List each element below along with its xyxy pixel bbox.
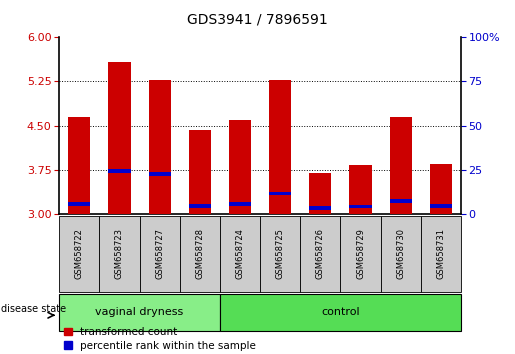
Text: GSM658728: GSM658728 — [195, 228, 204, 280]
Text: GSM658723: GSM658723 — [115, 228, 124, 280]
Bar — [430, 204, 452, 208]
Text: GSM658727: GSM658727 — [155, 228, 164, 280]
Bar — [229, 202, 251, 206]
Text: vaginal dryness: vaginal dryness — [95, 307, 184, 318]
Bar — [350, 165, 371, 214]
Text: GDS3941 / 7896591: GDS3941 / 7896591 — [187, 12, 328, 27]
Legend: transformed count, percentile rank within the sample: transformed count, percentile rank withi… — [64, 327, 256, 350]
Bar — [109, 169, 130, 173]
Text: GSM658726: GSM658726 — [316, 228, 325, 280]
Bar — [229, 120, 251, 214]
Bar — [68, 117, 90, 214]
Text: GSM658724: GSM658724 — [235, 229, 245, 279]
Bar — [350, 205, 371, 209]
Text: GSM658730: GSM658730 — [396, 228, 405, 280]
Bar — [310, 173, 331, 214]
Bar — [189, 204, 211, 208]
Bar — [68, 202, 90, 206]
Bar — [189, 130, 211, 214]
Text: GSM658722: GSM658722 — [75, 229, 84, 279]
Text: GSM658729: GSM658729 — [356, 229, 365, 279]
Text: disease state: disease state — [1, 304, 66, 314]
Bar — [269, 192, 291, 195]
Text: GSM658725: GSM658725 — [276, 229, 285, 279]
Bar — [390, 117, 411, 214]
Bar — [149, 172, 170, 176]
Text: GSM658731: GSM658731 — [436, 228, 445, 280]
Text: control: control — [321, 307, 359, 318]
Bar — [109, 62, 130, 214]
Bar — [149, 80, 170, 214]
Bar — [310, 206, 331, 210]
Bar — [269, 80, 291, 214]
Bar — [430, 164, 452, 214]
Bar — [390, 199, 411, 203]
